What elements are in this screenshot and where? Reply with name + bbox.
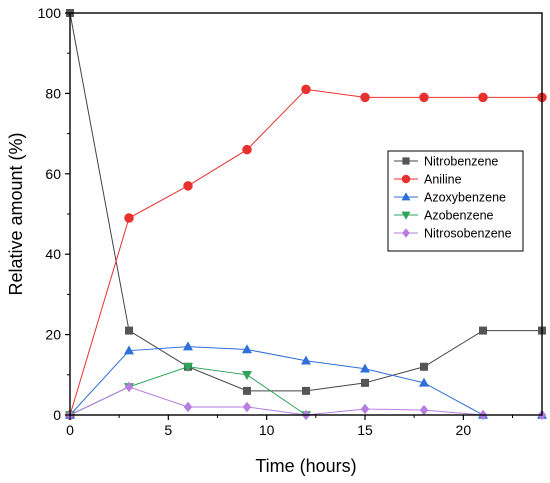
y-tick-label: 40 (45, 246, 61, 262)
y-tick-label: 80 (45, 85, 61, 101)
data-point (361, 378, 369, 387)
data-point (125, 326, 133, 335)
data-point (302, 386, 310, 395)
data-point (242, 344, 252, 354)
data-point (124, 213, 134, 223)
data-point (124, 381, 134, 393)
data-point (242, 371, 252, 381)
data-point (420, 362, 428, 371)
series-line (69, 88, 542, 416)
legend-box (387, 150, 524, 252)
y-tick-label: 60 (45, 166, 61, 182)
data-point (360, 403, 370, 415)
data-point (419, 377, 429, 387)
y-tick-label: 100 (38, 5, 62, 21)
x-tick-label: 10 (259, 422, 275, 438)
data-point (242, 401, 252, 413)
legend-item: Azoxybenzene (394, 191, 506, 205)
series-aniline (65, 84, 547, 420)
x-tick-label: 20 (456, 422, 472, 438)
legend: Nitrobenzene Aniline Azoxybenzene Azobenzen… (387, 150, 524, 252)
legend-marker (402, 228, 410, 238)
x-axis-title: Time (hours) (255, 456, 356, 476)
data-point (360, 92, 370, 103)
data-point (183, 363, 193, 373)
x-tick-label: 15 (357, 422, 373, 438)
x-tick-label: 5 (164, 422, 172, 438)
legend-item: Nitrosobenzene (394, 227, 512, 241)
data-point (183, 401, 193, 413)
legend-marker (401, 211, 411, 220)
legend-label: Azobenzene (424, 209, 494, 223)
x-tick-label: 0 (66, 422, 74, 438)
legend-item: Azobenzene (394, 209, 494, 223)
data-point (242, 144, 252, 155)
legend-item: Nitrobenzene (394, 155, 498, 169)
legend-marker (401, 174, 411, 184)
legend-label: Azoxybenzene (424, 191, 506, 205)
series-azoxybenzene (65, 341, 547, 419)
data-point (183, 181, 193, 191)
legend-label: Nitrosobenzene (424, 227, 512, 241)
legend-label: Nitrobenzene (424, 155, 498, 169)
data-point (301, 84, 311, 95)
data-point (478, 92, 488, 103)
data-point (301, 355, 311, 365)
legend-marker (402, 157, 410, 165)
legend-marker (401, 192, 411, 201)
data-point (243, 386, 251, 395)
axis-ticks: 0 5 10 15 20 0 20 40 60 80 100 (38, 5, 513, 438)
data-point (124, 345, 134, 355)
legend-label: Aniline (424, 173, 462, 187)
data-point (479, 326, 487, 335)
y-axis-title: Relative amount (%) (6, 132, 26, 295)
data-point (419, 404, 429, 416)
data-point (360, 363, 370, 373)
y-tick-label: 0 (53, 407, 61, 423)
data-point (419, 92, 429, 103)
data-point (183, 341, 193, 351)
legend-item: Aniline (394, 173, 462, 187)
y-tick-label: 20 (45, 327, 61, 343)
